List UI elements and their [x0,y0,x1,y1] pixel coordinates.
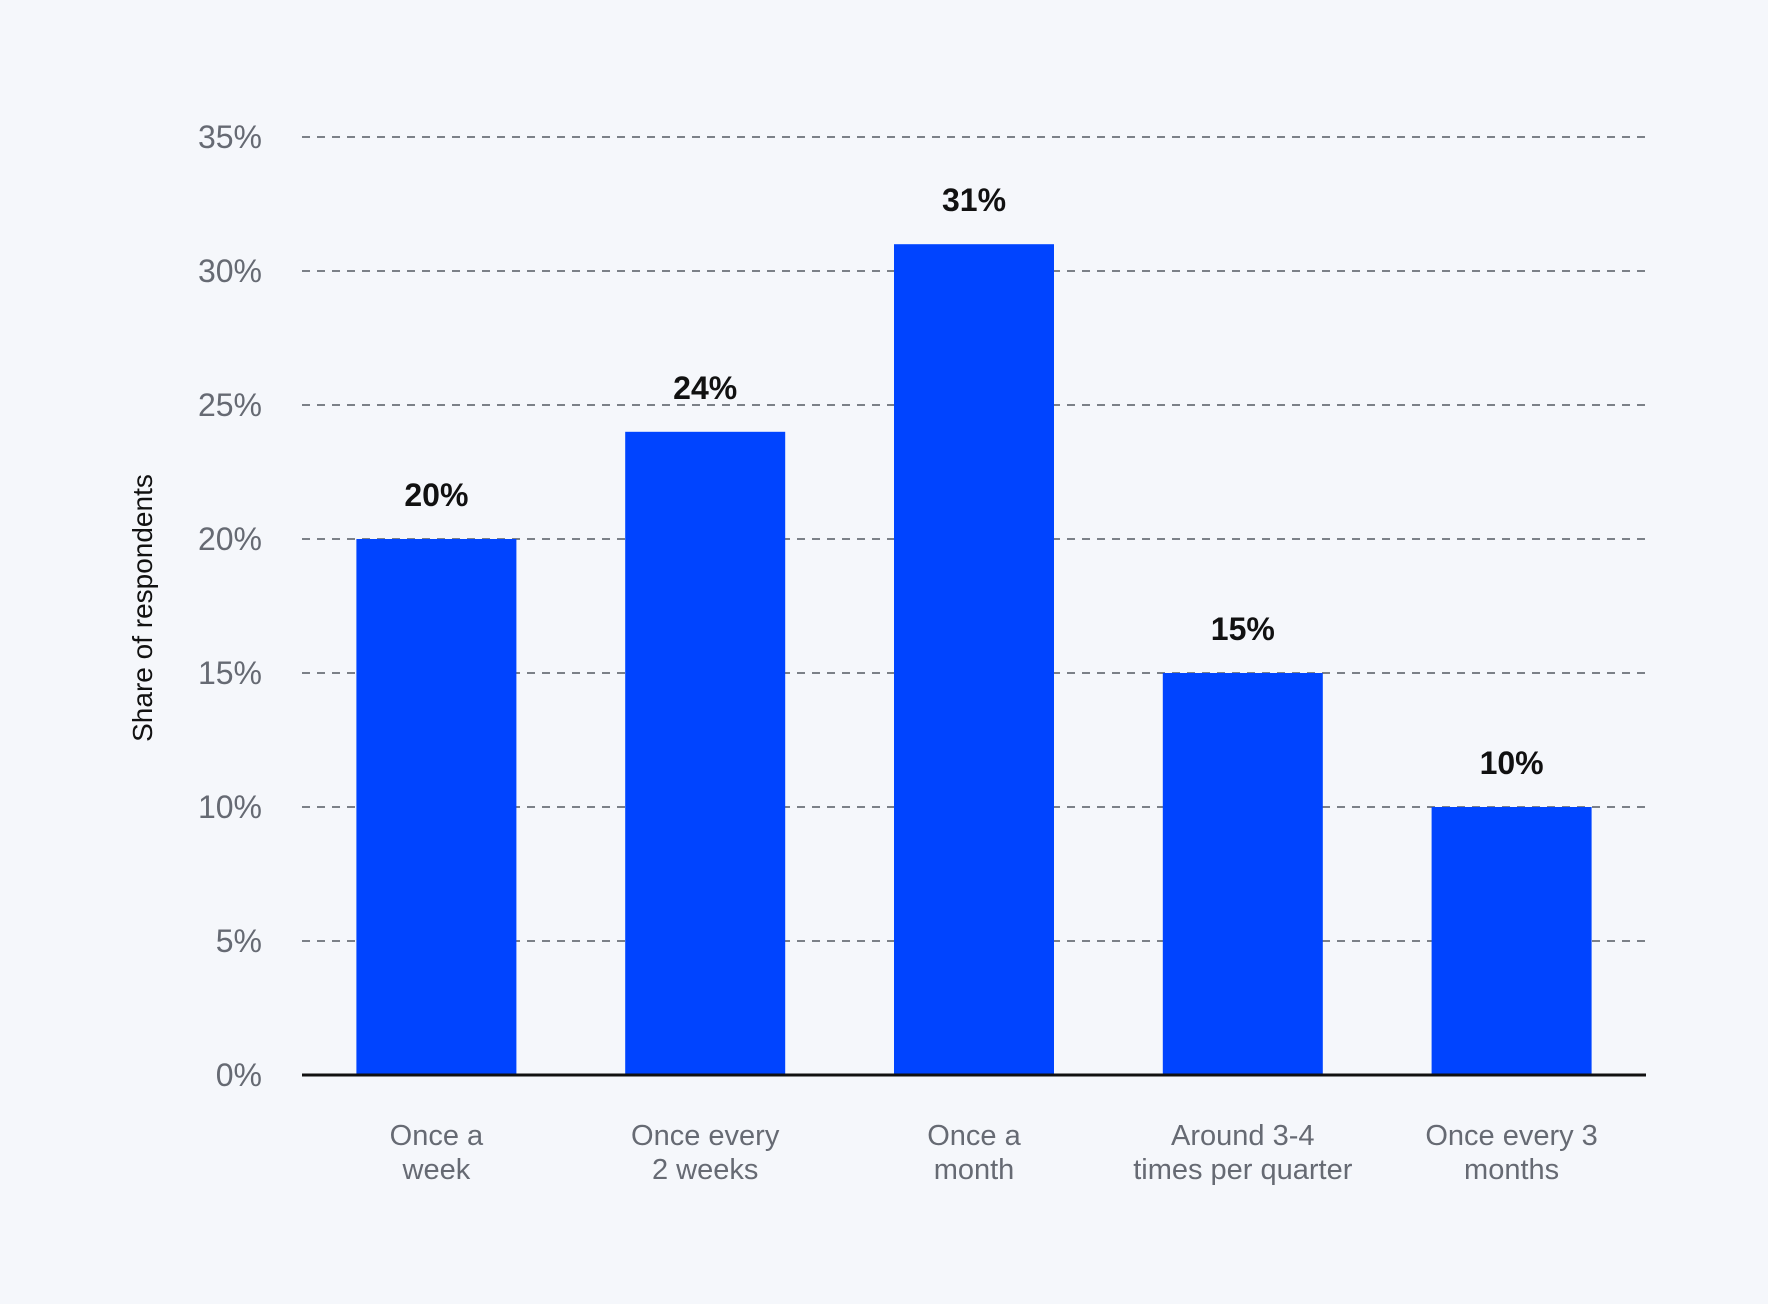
labels: 0%5%10%15%20%25%30%35%20%Once aweek24%On… [198,119,1598,1186]
data-label: 24% [673,370,737,406]
data-label: 10% [1480,745,1544,781]
y-tick-label: 10% [198,789,262,825]
data-label: 31% [942,182,1006,218]
x-tick-label: month [934,1154,1015,1186]
bar [1431,807,1592,1075]
data-label: 20% [404,477,468,513]
x-tick-label: Once a [927,1120,1021,1152]
bar [1162,673,1323,1075]
y-axis-title: Share of respondents [127,474,158,742]
x-tick-label: week [402,1154,471,1186]
bar [356,539,517,1075]
x-tick-label: times per quarter [1133,1154,1353,1186]
y-tick-label: 35% [198,119,262,155]
y-tick-label: 5% [216,923,262,959]
y-tick-label: 0% [216,1057,262,1093]
y-tick-label: 20% [198,521,262,557]
bars [356,244,1592,1075]
bar [625,431,786,1075]
x-tick-label: Around 3-4 [1171,1120,1315,1152]
data-label: 15% [1211,611,1275,647]
y-tick-label: 15% [198,655,262,691]
x-tick-label: 2 weeks [652,1154,758,1186]
x-tick-label: months [1464,1154,1559,1186]
y-tick-label: 25% [198,387,262,423]
x-tick-label: Once every [631,1120,780,1152]
x-tick-label: Once every 3 [1425,1120,1597,1152]
bar [894,244,1054,1075]
x-tick-label: Once a [390,1120,484,1152]
y-tick-label: 30% [198,253,262,289]
